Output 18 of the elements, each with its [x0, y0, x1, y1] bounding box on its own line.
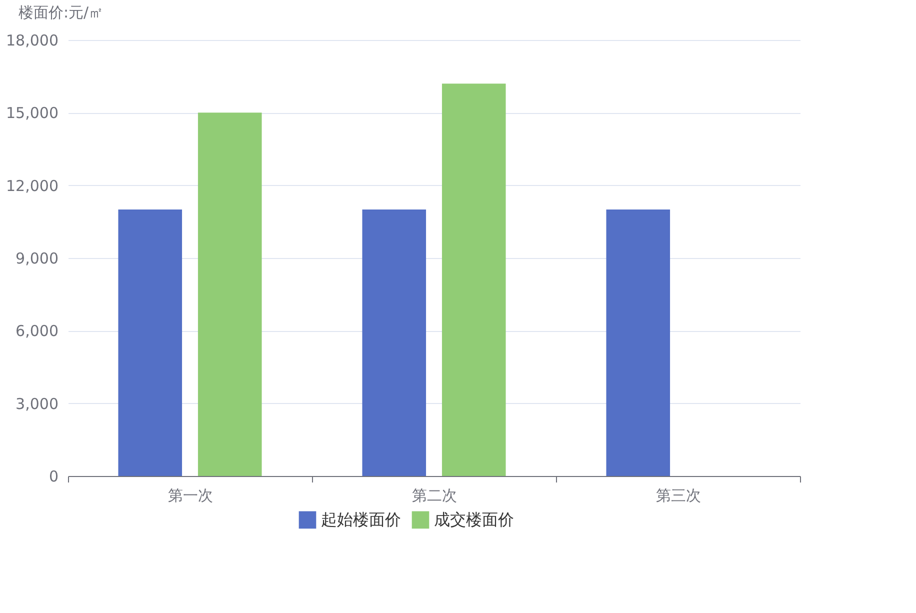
x-tick-label: 第三次	[656, 486, 701, 504]
bar	[442, 84, 506, 476]
y-tick-label: 18,000	[6, 32, 58, 50]
bar	[198, 112, 262, 476]
y-tick-label: 12,000	[6, 176, 58, 195]
legend-label: 成交楼面价	[434, 510, 514, 529]
bar	[362, 210, 426, 476]
y-tick-label: 9,000	[16, 250, 58, 268]
y-tick-label: 15,000	[6, 104, 58, 122]
y-tick-label: 6,000	[16, 322, 58, 340]
y-tick-label: 3,000	[16, 394, 58, 413]
bar	[118, 210, 182, 476]
y-tick-label: 0	[48, 468, 58, 486]
bar	[606, 210, 670, 476]
x-tick-label: 第一次	[168, 486, 213, 504]
y-axis-title: 楼面价:元/㎡	[18, 4, 104, 22]
x-tick-label: 第二次	[412, 486, 457, 504]
legend-label: 起始楼面价	[321, 510, 401, 529]
